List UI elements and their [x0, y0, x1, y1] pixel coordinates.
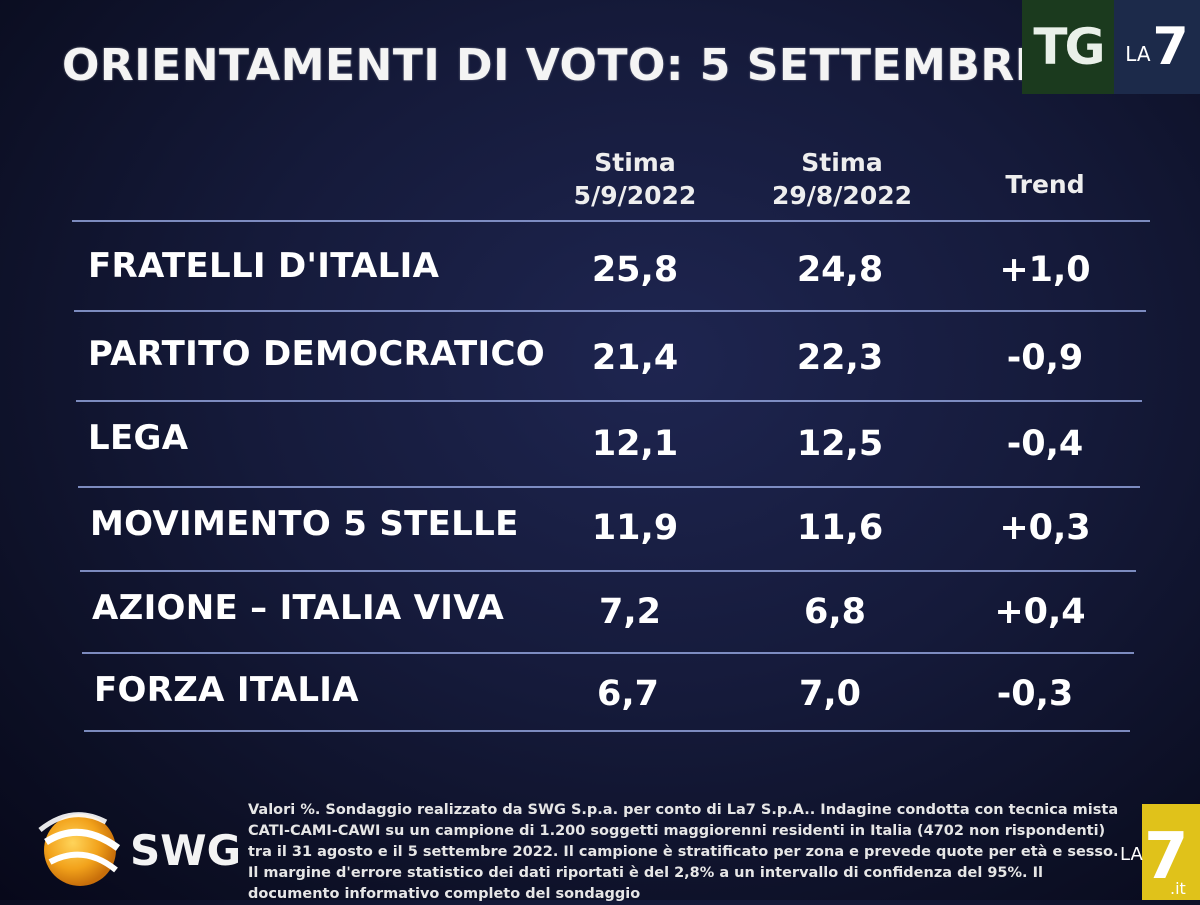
table-divider: [80, 570, 1136, 572]
column-header-stima-new-line1: Stima: [594, 148, 676, 177]
table-divider: [74, 310, 1146, 312]
stima-new-value: 7,2: [598, 592, 661, 632]
column-header-stima-new-line2: 5/9/2022: [573, 181, 697, 210]
party-name: AZIONE – ITALIA VIVA: [92, 588, 505, 628]
trend-value: +1,0: [999, 250, 1091, 290]
la7-it-domain: .it: [1170, 879, 1186, 898]
la7-it-logo-shape: LA 7 .it: [1120, 804, 1200, 900]
column-header-stima-new: Stima 5/9/2022: [560, 146, 710, 212]
la7-it-la: LA: [1120, 844, 1143, 865]
stima-old-value: 6,8: [803, 592, 866, 632]
trend-value: -0,3: [996, 674, 1074, 714]
party-name: FRATELLI D'ITALIA: [88, 246, 440, 286]
column-header-stima-old-line1: Stima: [801, 148, 883, 177]
stima-new-value: 11,9: [591, 508, 679, 548]
table-divider: [84, 730, 1130, 732]
stima-old-value: 24,8: [796, 250, 884, 290]
trend-value: +0,4: [994, 592, 1086, 632]
stima-old-value: 11,6: [796, 508, 884, 548]
column-header-stima-old: Stima 29/8/2022: [762, 146, 922, 212]
tg-logo-text: TG: [1022, 0, 1114, 94]
methodology-footnote: Valori %. Sondaggio realizzato da SWG S.…: [248, 802, 1119, 902]
table-divider: [72, 220, 1150, 222]
table-divider: [76, 400, 1142, 402]
trend-value: -0,4: [1006, 424, 1084, 464]
stima-old-value: 22,3: [796, 338, 884, 378]
column-header-trend: Trend: [1005, 170, 1085, 199]
party-name: MOVIMENTO 5 STELLE: [90, 504, 519, 544]
la7-it-seven: 7: [1144, 820, 1189, 894]
page-title: ORIENTAMENTI DI VOTO: 5 SETTEMBRE 2022: [62, 40, 1186, 91]
table-divider: [78, 486, 1140, 488]
stima-new-value: 6,7: [596, 674, 659, 714]
party-name: FORZA ITALIA: [94, 670, 359, 710]
stima-old-value: 12,5: [796, 424, 884, 464]
swg-brand-label: SWG: [130, 826, 242, 875]
la7-logo-la: LA: [1125, 42, 1151, 66]
stima-new-value: 21,4: [591, 338, 679, 378]
column-header-stima-old-line2: 29/8/2022: [771, 181, 913, 210]
stima-old-value: 7,0: [798, 674, 861, 714]
tg-la7-logo: TG LA 7: [1022, 0, 1200, 94]
stima-new-value: 25,8: [591, 250, 679, 290]
party-name: PARTITO DEMOCRATICO: [88, 334, 545, 374]
trend-value: +0,3: [999, 508, 1091, 548]
la7-logo-seven: 7: [1152, 17, 1189, 77]
la7-it-logo: LA 7 .it: [1118, 804, 1200, 900]
party-name: LEGA: [88, 418, 189, 458]
trend-value: -0,9: [1006, 338, 1084, 378]
stima-new-value: 12,1: [591, 424, 679, 464]
swg-globe-icon: [38, 812, 121, 886]
la7-logo-block: LA 7: [1114, 0, 1200, 94]
table-divider: [82, 652, 1134, 654]
